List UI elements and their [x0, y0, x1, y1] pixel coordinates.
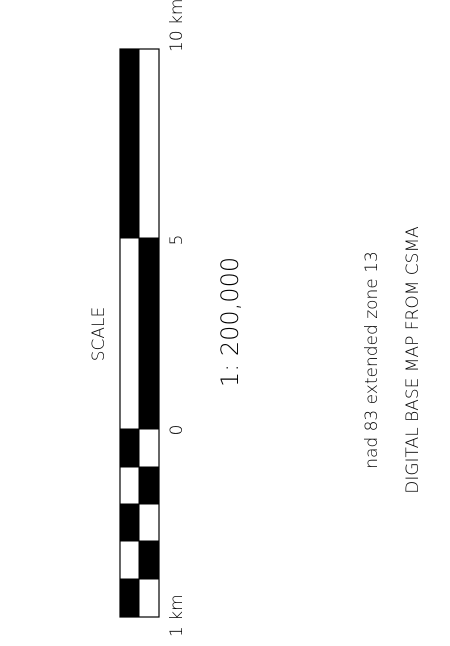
hatch-line — [138, 540, 160, 580]
tick-label-right: 10 km — [167, 0, 187, 52]
scale-ratio: 1: 200,000 — [216, 257, 244, 387]
scale-bar — [119, 48, 160, 618]
segment — [119, 540, 140, 580]
tick-label-mid: 5 — [167, 235, 187, 246]
segment-5-10-right — [138, 48, 160, 239]
hatch-line — [119, 428, 140, 468]
tick-label-left: 1 km — [167, 594, 187, 637]
scale-bar-outline — [119, 48, 160, 618]
tick-label-zero: 0 — [167, 425, 187, 436]
hatch-line — [119, 503, 140, 542]
segment — [138, 428, 160, 468]
source-note: DIGITAL BASE MAP FROM CSMA — [403, 226, 423, 494]
hatch-line — [119, 578, 140, 618]
segment-0-5-left — [119, 237, 140, 430]
segment — [138, 503, 160, 542]
scale-heading: SCALE — [89, 307, 109, 362]
hatch-line — [138, 237, 160, 430]
projection-note: nad 83 extended zone 13 — [362, 251, 382, 469]
segment — [138, 578, 160, 618]
hatch-line — [138, 466, 160, 505]
hatch-line — [119, 48, 140, 239]
scale-bar-km-subdivisions — [119, 428, 160, 618]
segment — [119, 466, 140, 505]
